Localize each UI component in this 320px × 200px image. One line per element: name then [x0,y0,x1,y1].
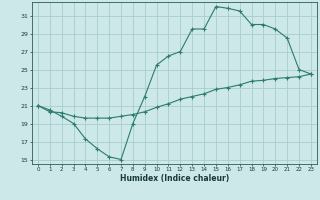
X-axis label: Humidex (Indice chaleur): Humidex (Indice chaleur) [120,174,229,183]
